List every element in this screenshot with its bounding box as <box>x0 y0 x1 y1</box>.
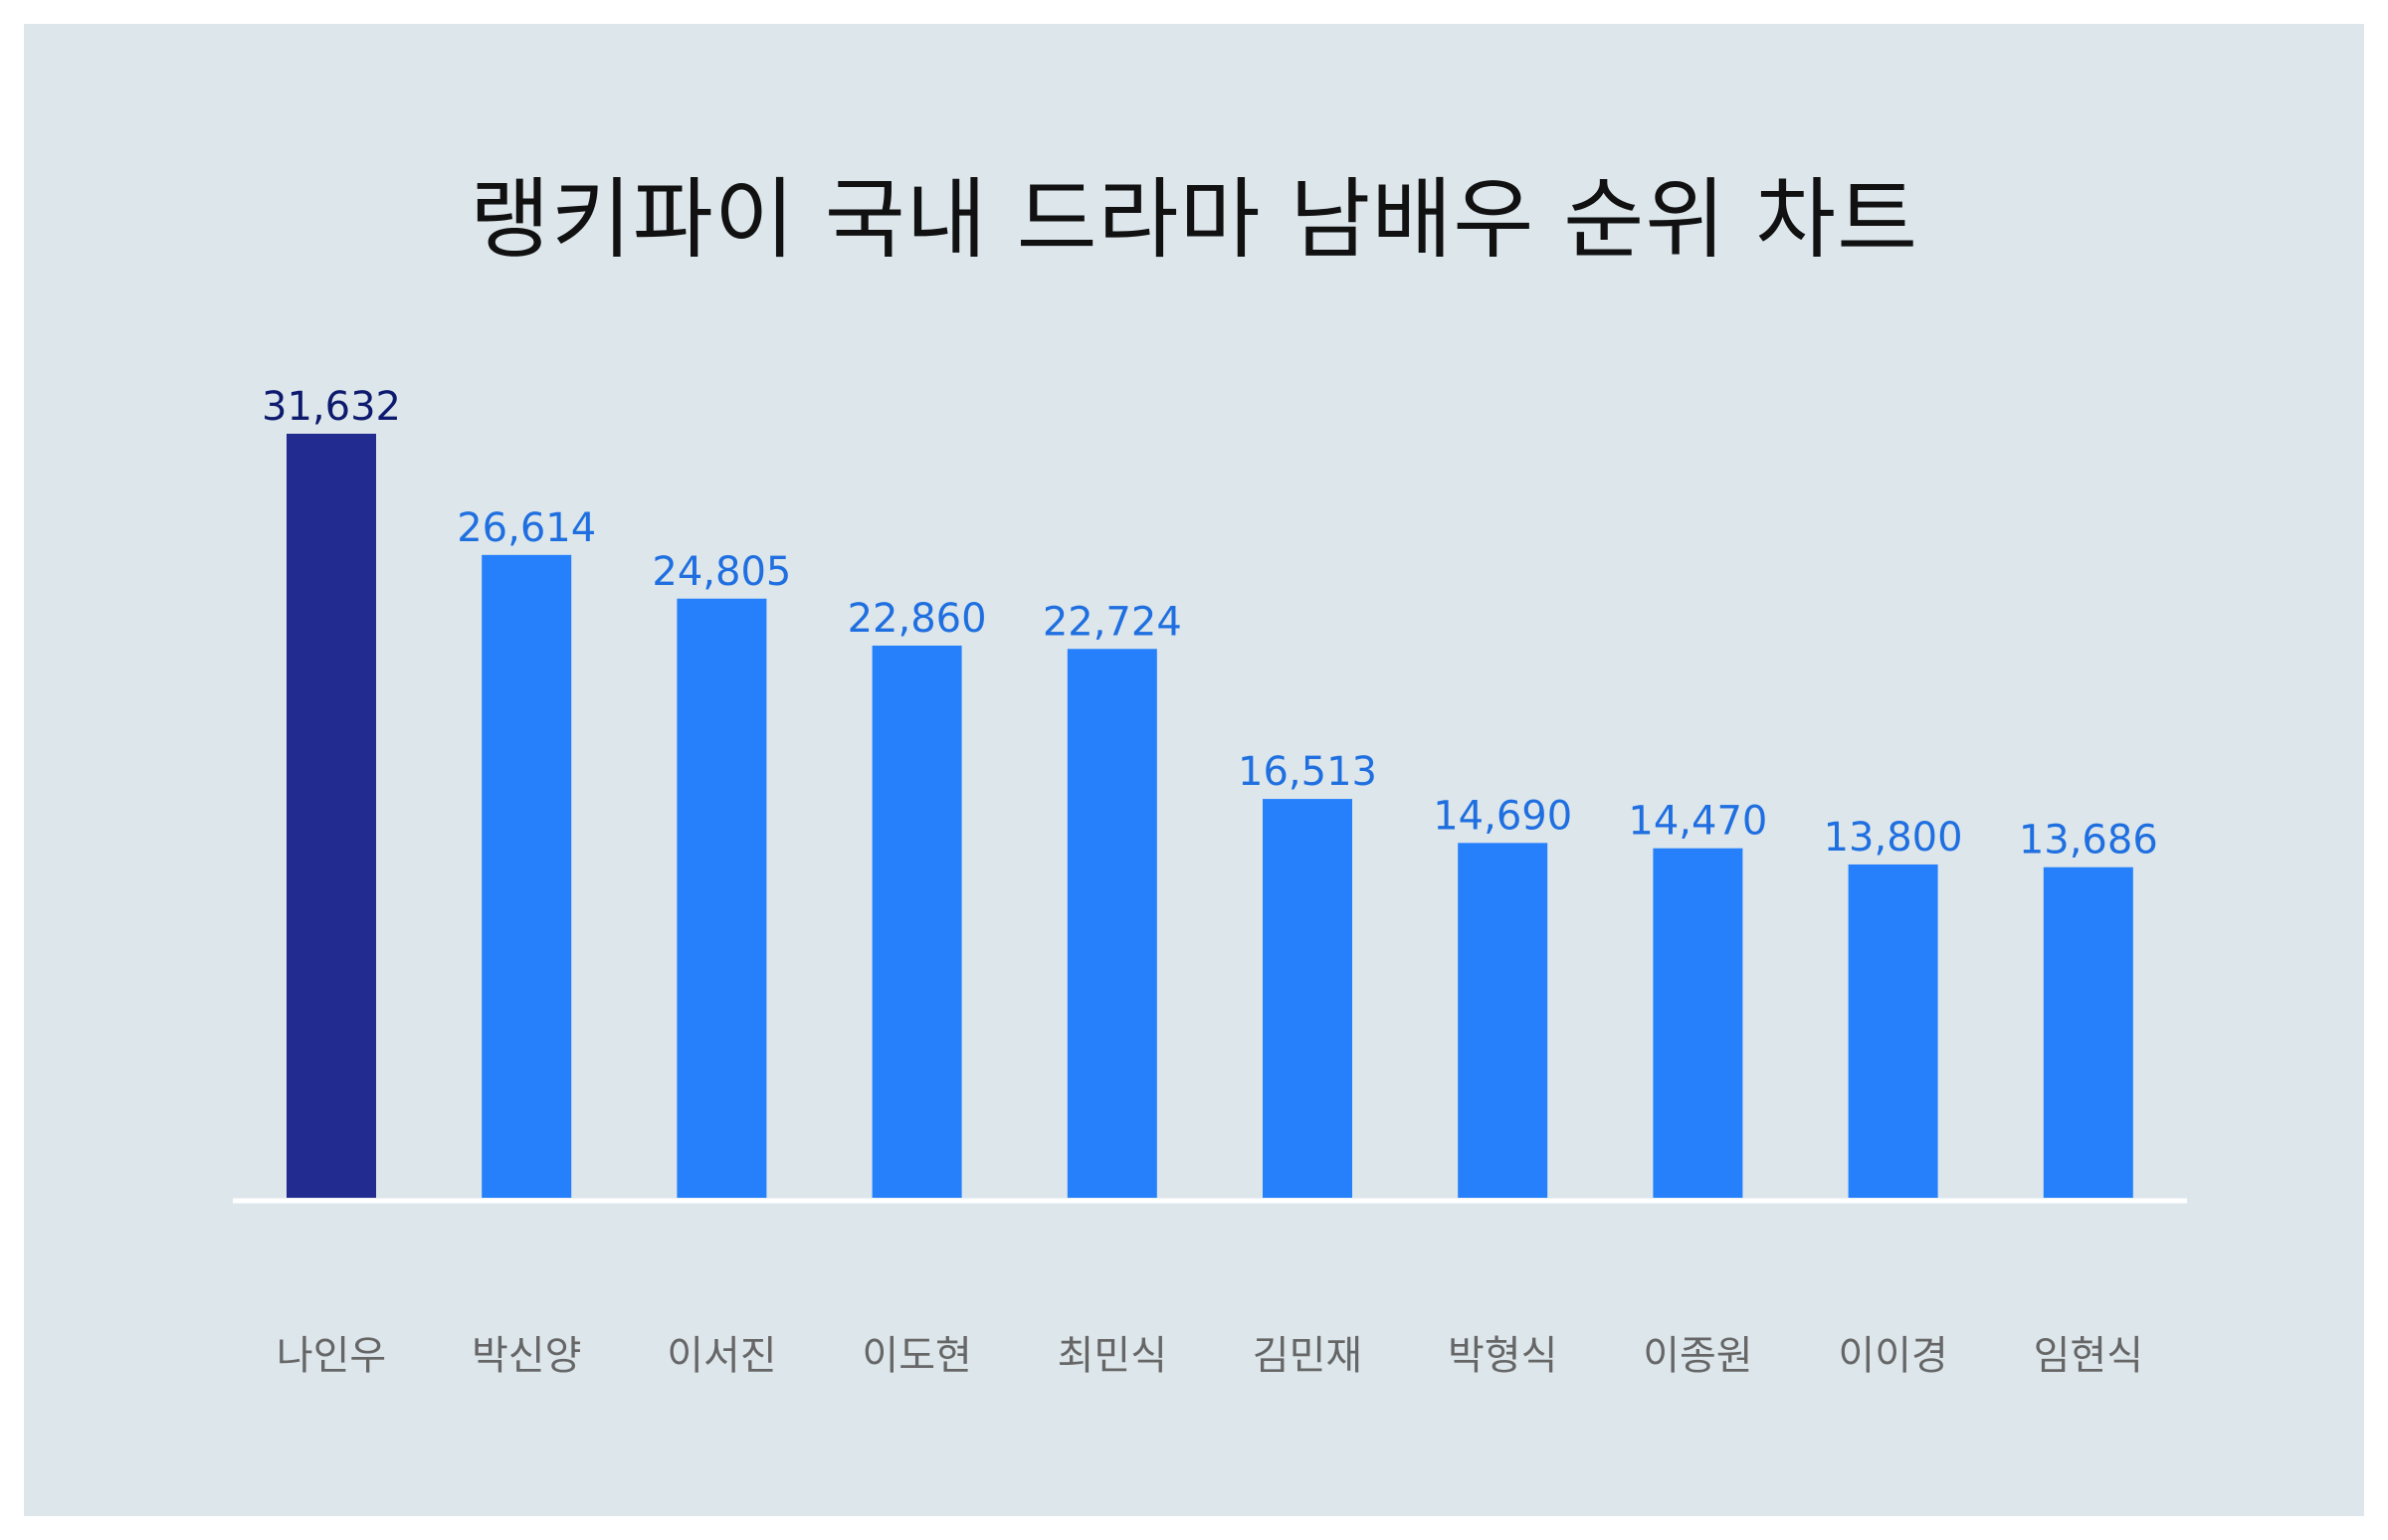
data-label-6: 16,513 <box>1238 749 1377 795</box>
data-label-10: 13,686 <box>2019 818 2158 864</box>
bar-6 <box>1263 799 1352 1198</box>
bar-7 <box>1458 843 1548 1198</box>
bar-9 <box>1848 864 1938 1198</box>
category-label-4: 이도현 <box>862 1333 971 1379</box>
chart-background <box>24 24 2364 1516</box>
data-label-1: 31,632 <box>262 384 401 430</box>
bar-4 <box>872 645 962 1198</box>
chart-title: 랭키파이 국내 드라마 남배우 순위 차트 <box>469 168 1919 271</box>
data-label-5: 22,724 <box>1043 599 1182 645</box>
category-label-10: 임현식 <box>2034 1333 2143 1379</box>
category-label-1: 나인우 <box>277 1333 386 1379</box>
data-label-9: 13,800 <box>1824 815 1963 861</box>
category-label-8: 이종원 <box>1643 1333 1752 1379</box>
data-label-8: 14,470 <box>1628 799 1767 845</box>
category-label-2: 박신양 <box>472 1333 581 1379</box>
category-label-5: 최민식 <box>1058 1333 1167 1379</box>
bar-5 <box>1067 649 1157 1198</box>
bar-8 <box>1653 848 1743 1198</box>
bar-1 <box>287 434 376 1198</box>
category-label-6: 김민재 <box>1253 1333 1362 1379</box>
bar-3 <box>677 598 767 1198</box>
bar-10 <box>2043 866 2133 1198</box>
data-label-2: 26,614 <box>457 505 596 551</box>
category-label-3: 이서진 <box>667 1333 776 1379</box>
bars-group: 31,632 나인우 26,614 박신양 24,805 이서진 22,860 이도현 22,7… <box>262 384 2158 1379</box>
data-label-7: 14,690 <box>1433 793 1572 839</box>
category-label-7: 박형식 <box>1448 1333 1557 1379</box>
category-label-9: 이이경 <box>1838 1333 1947 1379</box>
data-label-3: 24,805 <box>652 549 791 595</box>
data-label-4: 22,860 <box>848 596 987 642</box>
bar-2 <box>482 554 572 1198</box>
